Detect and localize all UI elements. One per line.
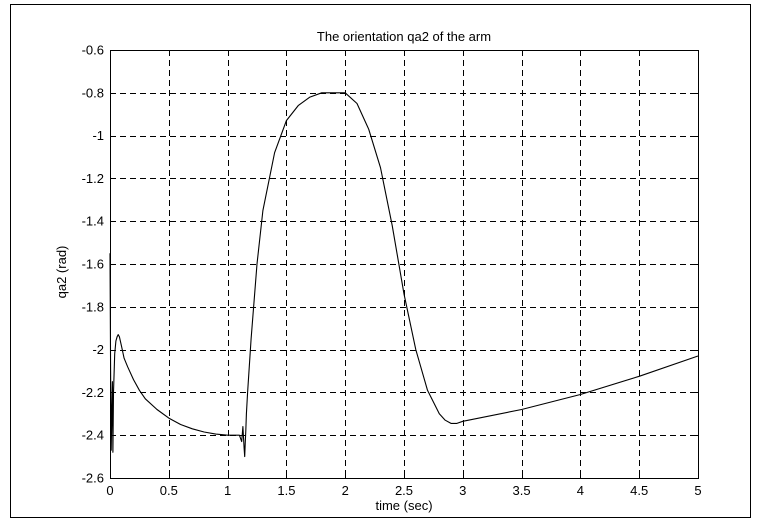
y-tick-label: -2.6 [82, 471, 104, 486]
y-tick-label: -2.4 [82, 428, 104, 443]
x-tick-label: 0 [106, 483, 113, 498]
x-tick-labels: 0 0.5 1 1.5 2 2.5 3 3.5 4 4.5 5 [106, 483, 701, 498]
y-tick-labels: -2.6 -2.4 -2.2 -2 -1.8 -1.6 -1.4 -1.2 -1 -0.8 -0.6 [82, 43, 104, 486]
x-tick-label: 2.5 [395, 483, 413, 498]
x-tick-label: 1 [224, 483, 231, 498]
series-line [109, 92, 699, 458]
y-tick-label: -0.6 [82, 43, 104, 58]
x-tick-label: 0.5 [160, 483, 178, 498]
figure-border [10, 4, 751, 518]
y-tick-label: -1 [92, 128, 104, 143]
x-tick-label: 1.5 [277, 483, 295, 498]
y-tick-label: -1.2 [82, 171, 104, 186]
y-tick-label: -1.8 [82, 299, 104, 314]
y-tick-label: -1.6 [82, 257, 104, 272]
x-tick-label: 2 [342, 483, 349, 498]
x-tick-label: 5 [694, 483, 701, 498]
y-tick-label: -2 [92, 342, 104, 357]
y-axis-label: qa2 (rad) [54, 246, 69, 299]
ticks [110, 50, 699, 479]
x-axis-label: time (sec) [375, 498, 432, 513]
chart-title: The orientation qa2 of the arm [317, 29, 491, 44]
grid [110, 50, 698, 478]
y-tick-label: -1.4 [82, 214, 104, 229]
x-tick-label: 4 [577, 483, 584, 498]
x-tick-label: 3.5 [513, 483, 531, 498]
y-tick-label: -2.2 [82, 385, 104, 400]
x-tick-label: 4.5 [630, 483, 648, 498]
y-tick-label: -0.8 [82, 85, 104, 100]
series-layer [109, 92, 699, 458]
x-tick-label: 3 [459, 483, 466, 498]
